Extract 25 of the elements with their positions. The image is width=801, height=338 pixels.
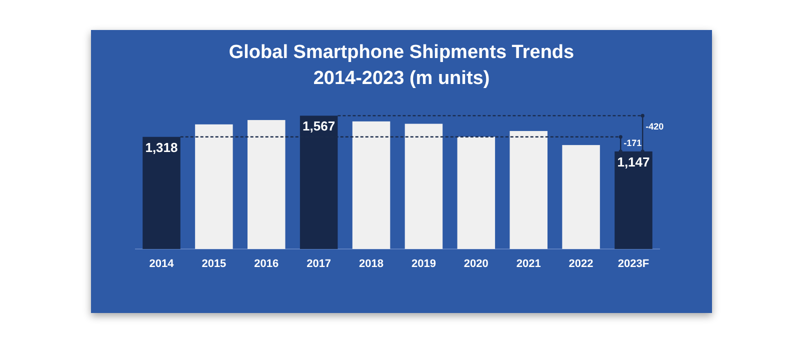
- x-tick-label: 2021: [516, 258, 541, 270]
- data-label: 1,567: [302, 118, 336, 134]
- x-tick-label: 2016: [254, 258, 279, 270]
- chart-title: Global Smartphone Shipments Trends: [228, 42, 574, 63]
- data-label: 1,147: [617, 154, 650, 170]
- x-tick-label: 2017: [306, 258, 332, 270]
- annotation: -171: [624, 138, 642, 148]
- bar: [248, 120, 286, 249]
- x-tick-label: 2018: [359, 258, 384, 270]
- x-tick-label: 2020: [464, 258, 488, 270]
- bar: [562, 145, 600, 249]
- bar: [614, 151, 652, 249]
- bar: [352, 121, 390, 249]
- chart-subtitle: 2014-2023 (m units): [313, 68, 490, 89]
- bar: [457, 136, 496, 249]
- bar: [510, 131, 548, 249]
- data-label: 1,318: [145, 140, 178, 155]
- x-tick-label: 2019: [411, 258, 436, 270]
- x-tick-label: 2014: [149, 258, 175, 270]
- x-tick-label: 2022: [568, 258, 594, 270]
- x-tick-label: 2015: [202, 258, 226, 270]
- bar: [195, 124, 233, 249]
- x-tick-label: 2023F: [618, 258, 650, 270]
- text: -420: [646, 122, 664, 132]
- bar: [404, 124, 443, 249]
